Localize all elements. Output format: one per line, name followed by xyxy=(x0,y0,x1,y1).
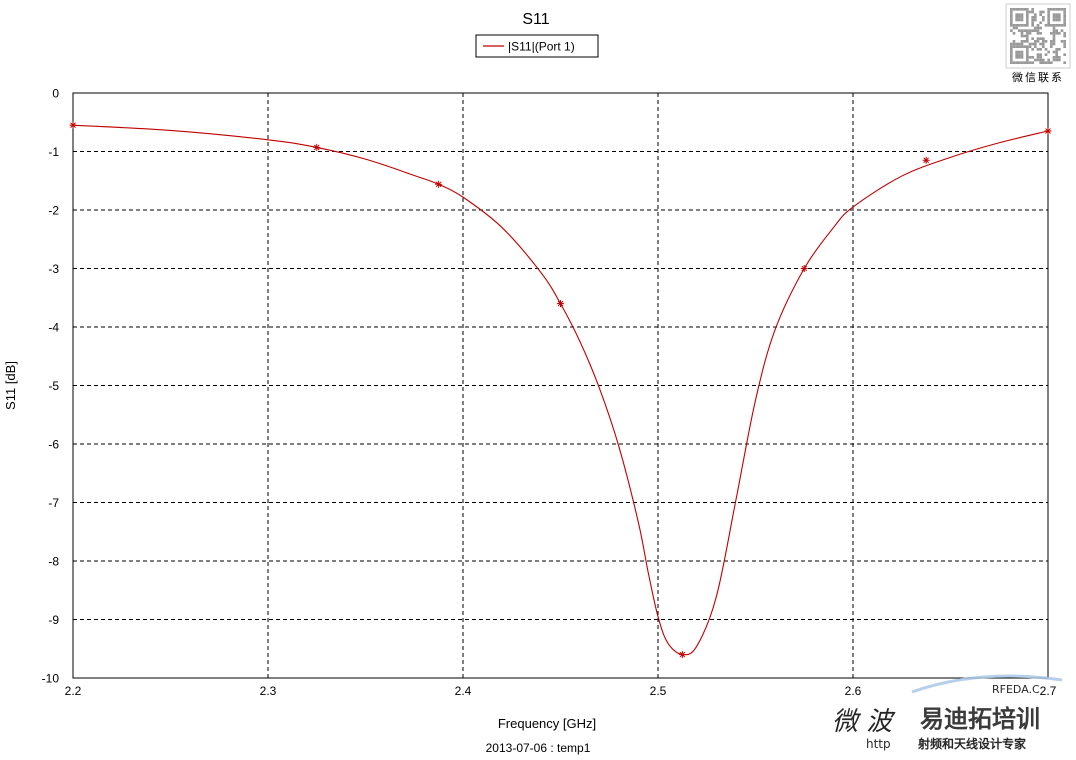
legend: |S11|(Port 1) xyxy=(475,34,599,58)
watermark-url: http xyxy=(866,737,891,751)
data-point-marker xyxy=(1044,127,1052,135)
y-axis-ticks: 0 -1 -2 -3 -4 -5 -6 -7 -8 -9 -10 xyxy=(42,87,60,686)
footer-date: 2013-07-06 : temp1 xyxy=(486,741,591,755)
x-tick-label: 2.5 xyxy=(650,684,667,698)
chart-title: S11 xyxy=(522,11,549,28)
series-line xyxy=(72,124,1049,656)
watermark-slogan: 射频和天线设计专家 xyxy=(917,736,1027,751)
swoosh-icon xyxy=(911,674,1063,694)
qr-code-watermark: 微信联系 xyxy=(1005,3,1071,84)
watermark-cn-red: 易迪拓培训 xyxy=(920,705,1040,733)
y-tick-label: -10 xyxy=(42,672,60,686)
data-point-marker xyxy=(678,651,686,659)
data-point-marker xyxy=(800,265,808,272)
y-axis-label: S11 [dB] xyxy=(3,361,18,410)
series-layer xyxy=(69,121,1052,659)
x-tick-label: 2.7 xyxy=(1040,684,1057,698)
watermark-cn-blue: 微 波 xyxy=(832,707,896,737)
y-tick-label: -5 xyxy=(48,379,59,393)
data-point-marker xyxy=(922,156,930,164)
y-tick-label: -1 xyxy=(48,145,59,159)
grid xyxy=(73,93,1048,678)
x-tick-label: 2.3 xyxy=(260,684,277,698)
data-point-marker xyxy=(435,180,443,188)
data-point-marker xyxy=(69,121,77,129)
x-tick-label: 2.2 xyxy=(65,684,82,698)
y-tick-label: -2 xyxy=(48,204,59,218)
watermark-web: RFEDA.C xyxy=(992,683,1040,696)
data-point-marker xyxy=(313,143,321,151)
y-tick-label: -8 xyxy=(48,555,59,569)
x-tick-label: 2.4 xyxy=(455,684,472,698)
x-axis-label: Frequency [GHz] xyxy=(498,716,596,731)
y-tick-label: -7 xyxy=(48,496,59,510)
legend-label: |S11|(Port 1) xyxy=(508,40,575,54)
data-point-marker xyxy=(557,300,564,308)
legend-box xyxy=(475,34,599,58)
y-tick-label: 0 xyxy=(52,87,59,101)
y-tick-label: -3 xyxy=(48,262,59,276)
x-tick-label: 2.6 xyxy=(845,684,862,698)
qr-caption: 微信联系 xyxy=(1012,70,1064,84)
y-tick-label: -4 xyxy=(48,321,59,335)
y-tick-label: -9 xyxy=(48,613,59,627)
y-tick-label: -6 xyxy=(48,438,59,452)
brand-watermark: RFEDA.C 微 波 易迪拓培训 http 射频和天线设计专家 xyxy=(832,674,1063,751)
qr-code-icon xyxy=(1010,8,1066,64)
x-axis-ticks: 2.2 2.3 2.4 2.5 2.6 2.7 xyxy=(65,684,1057,698)
